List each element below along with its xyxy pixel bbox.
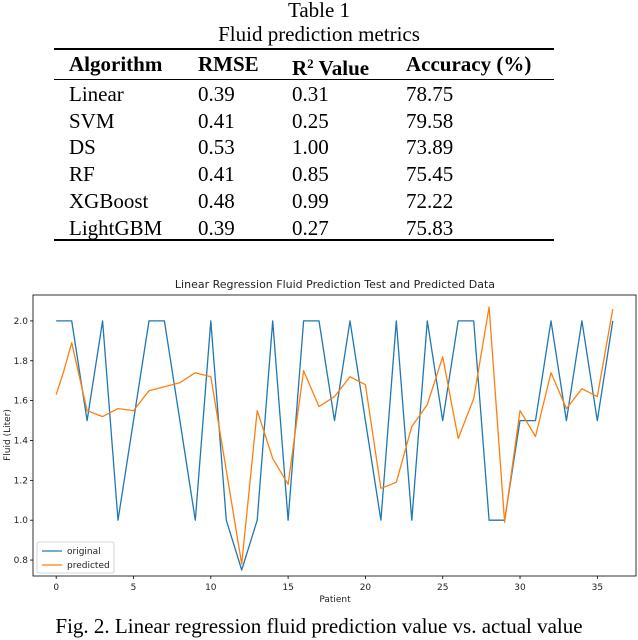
table-cell: 0.27 (292, 215, 329, 240)
series-line-predicted (55, 306, 614, 565)
header-algorithm: Algorithm (69, 52, 163, 76)
table-cell: 0.85 (292, 162, 329, 187)
y-tick-label: 1.2 (14, 476, 28, 486)
table-cell: 0.99 (292, 188, 329, 213)
table-cell: 79.58 (406, 108, 454, 133)
table-header-rule (54, 79, 554, 80)
table-cell: 0.39 (198, 215, 235, 240)
x-tick-label: 30 (514, 583, 526, 593)
x-tick-label: 20 (360, 583, 372, 593)
table-cell: 0.41 (198, 108, 235, 133)
table-cell: 0.39 (198, 82, 235, 106)
x-tick-label: 25 (437, 583, 448, 593)
header-r2-value: R2 Value (292, 52, 369, 80)
series-lines (55, 306, 614, 571)
y-tick-label: 2.0 (14, 317, 29, 327)
series-line-original (56, 320, 614, 571)
table-bottom-rule (54, 239, 554, 241)
table-cell: 0.25 (292, 108, 329, 133)
table-cell: SVM (69, 108, 115, 133)
table-cell: Linear (69, 82, 124, 106)
y-axis-label: Fluid (Liter) (3, 409, 13, 461)
header-rmse: RMSE (198, 52, 259, 76)
table-cell: 0.48 (198, 188, 235, 213)
x-tick-label: 35 (592, 583, 603, 593)
figure-caption: Fig. 2. Linear regression fluid predicti… (55, 614, 583, 638)
table-cell: 72.22 (406, 188, 454, 213)
legend-label-original: original (67, 547, 101, 557)
y-axis-ticks: 0.8 1.0 1.2 1.4 1.6 1.8 2.0 (14, 317, 33, 566)
table-cell: XGBoost (69, 188, 149, 213)
chart-title: Linear Regression Fluid Prediction Test … (175, 278, 495, 291)
table-cell: 0.41 (198, 162, 235, 187)
table-top-rule (54, 48, 554, 50)
legend-label-predicted: predicted (67, 561, 110, 571)
header-r2-superscript: 2 (307, 56, 314, 71)
table-cell: 0.31 (292, 82, 329, 106)
y-tick-label: 1.8 (14, 357, 29, 367)
header-r2-label: Value (318, 56, 370, 80)
header-r2-base: R (292, 56, 308, 80)
y-tick-label: 1.4 (14, 436, 29, 446)
y-tick-label: 1.6 (14, 397, 29, 407)
plot-frame (32, 294, 637, 577)
x-tick-label: 5 (131, 583, 137, 593)
table-cell: 78.75 (406, 82, 454, 106)
x-tick-label: 15 (282, 583, 293, 593)
y-tick-label: 1.0 (14, 516, 29, 526)
x-tick-label: 10 (205, 583, 217, 593)
table-cell: LightGBM (69, 215, 163, 240)
table-cell: DS (69, 135, 96, 160)
linear-regression-chart: Linear Regression Fluid Prediction Test … (3, 278, 637, 605)
table-caption-title: Fluid prediction metrics (218, 22, 420, 46)
table-cell: 75.45 (406, 162, 454, 187)
table-caption-number: Table 1 (287, 0, 351, 22)
table-cell: 73.89 (406, 135, 454, 160)
x-axis-ticks: 0 5 10 15 20 25 30 35 (53, 576, 603, 593)
y-tick-label: 0.8 (14, 556, 29, 566)
chart-legend: original predicted (36, 541, 115, 574)
x-tick-label: 0 (53, 583, 59, 593)
table-cell: 1.00 (292, 135, 329, 160)
table-cell: 0.53 (198, 135, 235, 160)
table-cell: RF (69, 162, 95, 187)
table-cell: 75.83 (406, 215, 454, 240)
x-axis-label: Patient (319, 595, 351, 605)
header-accuracy: Accuracy (%) (406, 52, 532, 76)
